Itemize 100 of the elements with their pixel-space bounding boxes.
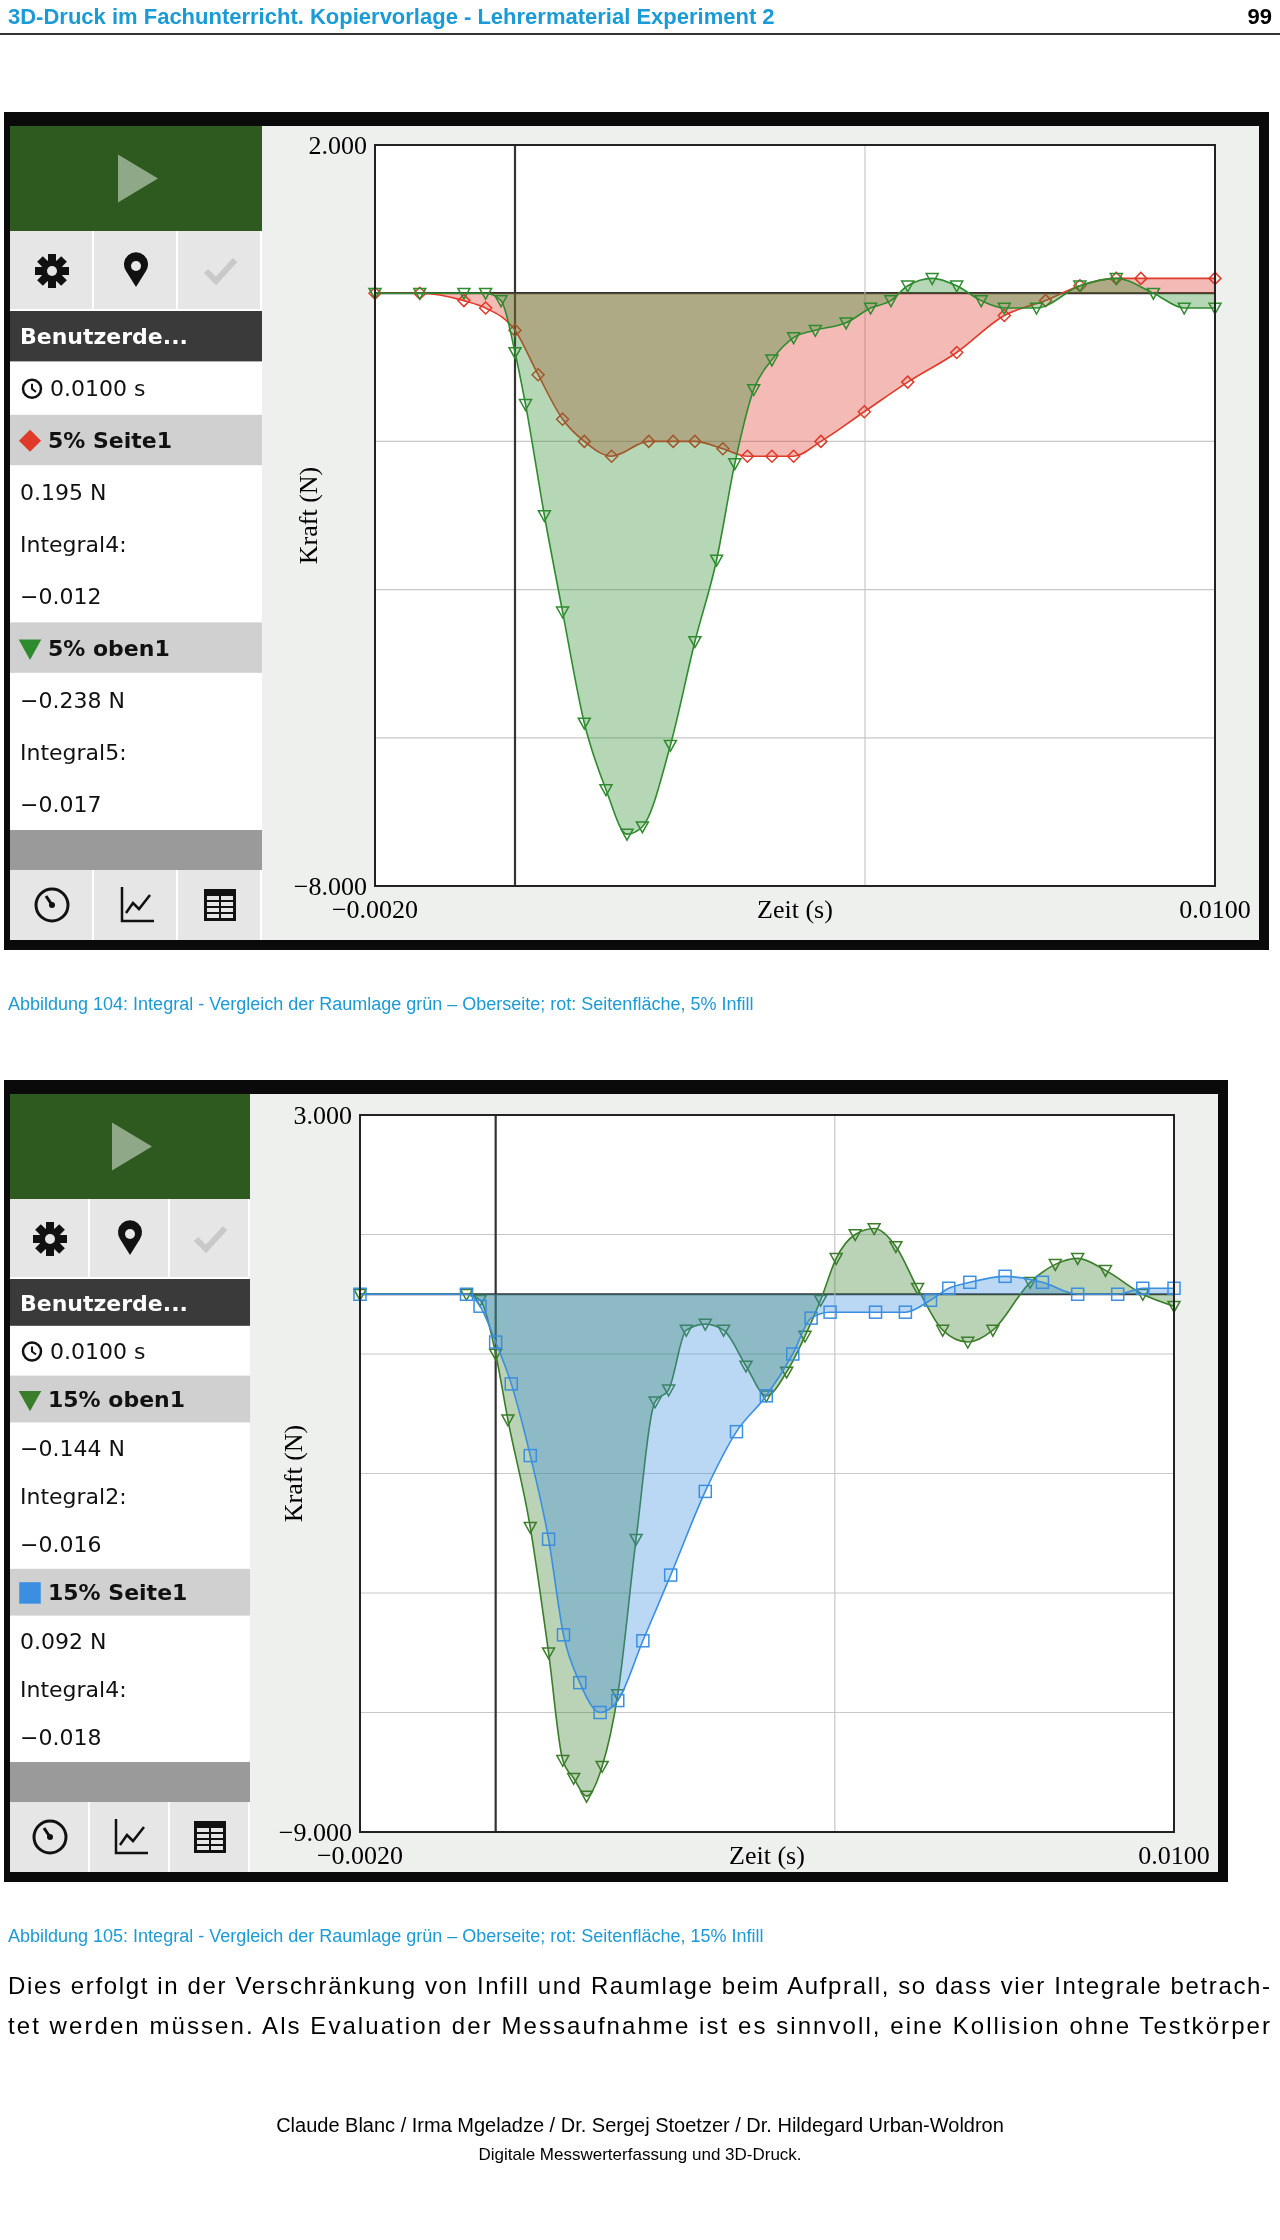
point: [556, 1628, 571, 1642]
point: [541, 1647, 556, 1660]
point: [786, 332, 801, 345]
point: [1136, 1281, 1150, 1296]
text: tet werden müssen. Als Evaluation der Messaufnahme ist es sinnvoll, eine Kollision ohne Testkörper: [8, 2012, 1270, 2039]
text: Abbildung 105: Integral - Vergleich der Raumlage grün – Oberseite; rot: Seitenfläche, 15% Infill: [8, 1926, 764, 1946]
point: [823, 1305, 837, 1319]
point: [740, 449, 755, 463]
point: [739, 1360, 753, 1373]
text: Integral4:: [20, 532, 127, 558]
text: 0.0100 s: [50, 376, 146, 402]
point: [501, 1414, 515, 1427]
point: [898, 1305, 913, 1319]
text: −0.018: [20, 1725, 102, 1751]
legend-label: 15% oben1: [48, 1387, 186, 1413]
legend-label: 15% Seite1: [48, 1580, 188, 1606]
point: [716, 1324, 731, 1337]
y-axis-title: Kraft (N): [279, 1424, 308, 1523]
point: [473, 1299, 487, 1313]
point: [555, 606, 570, 619]
point: [997, 308, 1012, 323]
chart-title: 3D-Druck im Fachunterricht. Kopiervorlage - Lehrermaterial Experiment 2: [8, 4, 775, 29]
x-axis-title: Zeit (s): [729, 1841, 805, 1870]
point: [729, 1424, 744, 1439]
point: [804, 1311, 818, 1325]
point: [813, 1294, 828, 1307]
text: −0.238 N: [20, 687, 125, 713]
text: Claude Blanc / Irma Mgeladze / Dr. Sergej Stoetzer / Dr. Hildegard Urban-Woldron: [276, 2114, 1004, 2136]
text: −0.012: [20, 583, 102, 609]
point: [765, 449, 779, 463]
point: [839, 317, 853, 330]
point: [577, 434, 592, 449]
point: [478, 287, 493, 300]
point: [716, 442, 730, 456]
legend-label: 5% oben1: [48, 635, 170, 661]
point: [698, 1318, 713, 1331]
point: [1146, 287, 1161, 300]
point: [1098, 1264, 1113, 1278]
point: [1136, 1288, 1150, 1301]
point: [1134, 271, 1148, 286]
point: [577, 717, 592, 730]
point: [579, 1790, 594, 1803]
point: [786, 449, 801, 463]
point: [1070, 1252, 1085, 1266]
point: [1029, 302, 1044, 315]
point: [709, 554, 724, 567]
point: [518, 398, 533, 412]
point: [1167, 1300, 1181, 1313]
point: [848, 1228, 862, 1242]
text: Digitale Messwerterfassung und 3D-Druck.: [478, 2145, 802, 2164]
point: [663, 739, 678, 752]
point: [688, 434, 702, 449]
point: [900, 280, 915, 293]
point: [663, 1568, 678, 1582]
point: [910, 1282, 925, 1296]
x-tick-label: 0.0100: [1138, 1841, 1210, 1870]
point: [863, 302, 878, 315]
point: [641, 434, 656, 449]
point: [488, 1335, 503, 1349]
text: Benutzerde...: [20, 1290, 188, 1316]
point: [998, 1269, 1012, 1284]
point: [949, 280, 964, 293]
point: [679, 1324, 694, 1337]
text: −0.144 N: [20, 1435, 125, 1461]
point: [1035, 1275, 1050, 1290]
point: [974, 295, 988, 308]
point: [523, 1521, 538, 1535]
point: [867, 1222, 881, 1236]
point: [556, 1754, 570, 1768]
point: [925, 272, 939, 286]
point: [986, 1324, 1000, 1337]
point: [508, 346, 522, 360]
point: [593, 1705, 607, 1720]
point: [457, 287, 471, 300]
point: [1167, 1281, 1181, 1296]
point: [478, 301, 493, 315]
point: [648, 1396, 662, 1409]
point: [900, 375, 915, 389]
point: [728, 458, 742, 471]
point: [666, 434, 680, 449]
point: [611, 1693, 625, 1708]
text: Integral2:: [20, 1483, 127, 1509]
y-tick-label: 2.000: [308, 130, 367, 160]
y-tick-label: 3.000: [293, 1100, 352, 1130]
point: [698, 1484, 713, 1499]
point: [942, 1281, 956, 1296]
point: [523, 1448, 538, 1463]
x-axis-title: Zeit (s): [757, 895, 833, 924]
point: [636, 1634, 650, 1648]
x-tick-label: 0.0100: [1179, 895, 1251, 924]
point: [1023, 1276, 1037, 1290]
point: [949, 345, 964, 360]
text: −0.016: [20, 1532, 102, 1558]
point: [1177, 302, 1191, 315]
legend-label: 5% Seite1: [48, 428, 173, 454]
point: [494, 295, 508, 308]
point: [798, 1330, 812, 1343]
text: Abbildung 104: Integral - Vergleich der Raumlage grün – Oberseite; rot: Seitenfläche, 5% Infill: [8, 994, 754, 1014]
point: [1208, 271, 1222, 286]
point: [961, 1336, 975, 1349]
